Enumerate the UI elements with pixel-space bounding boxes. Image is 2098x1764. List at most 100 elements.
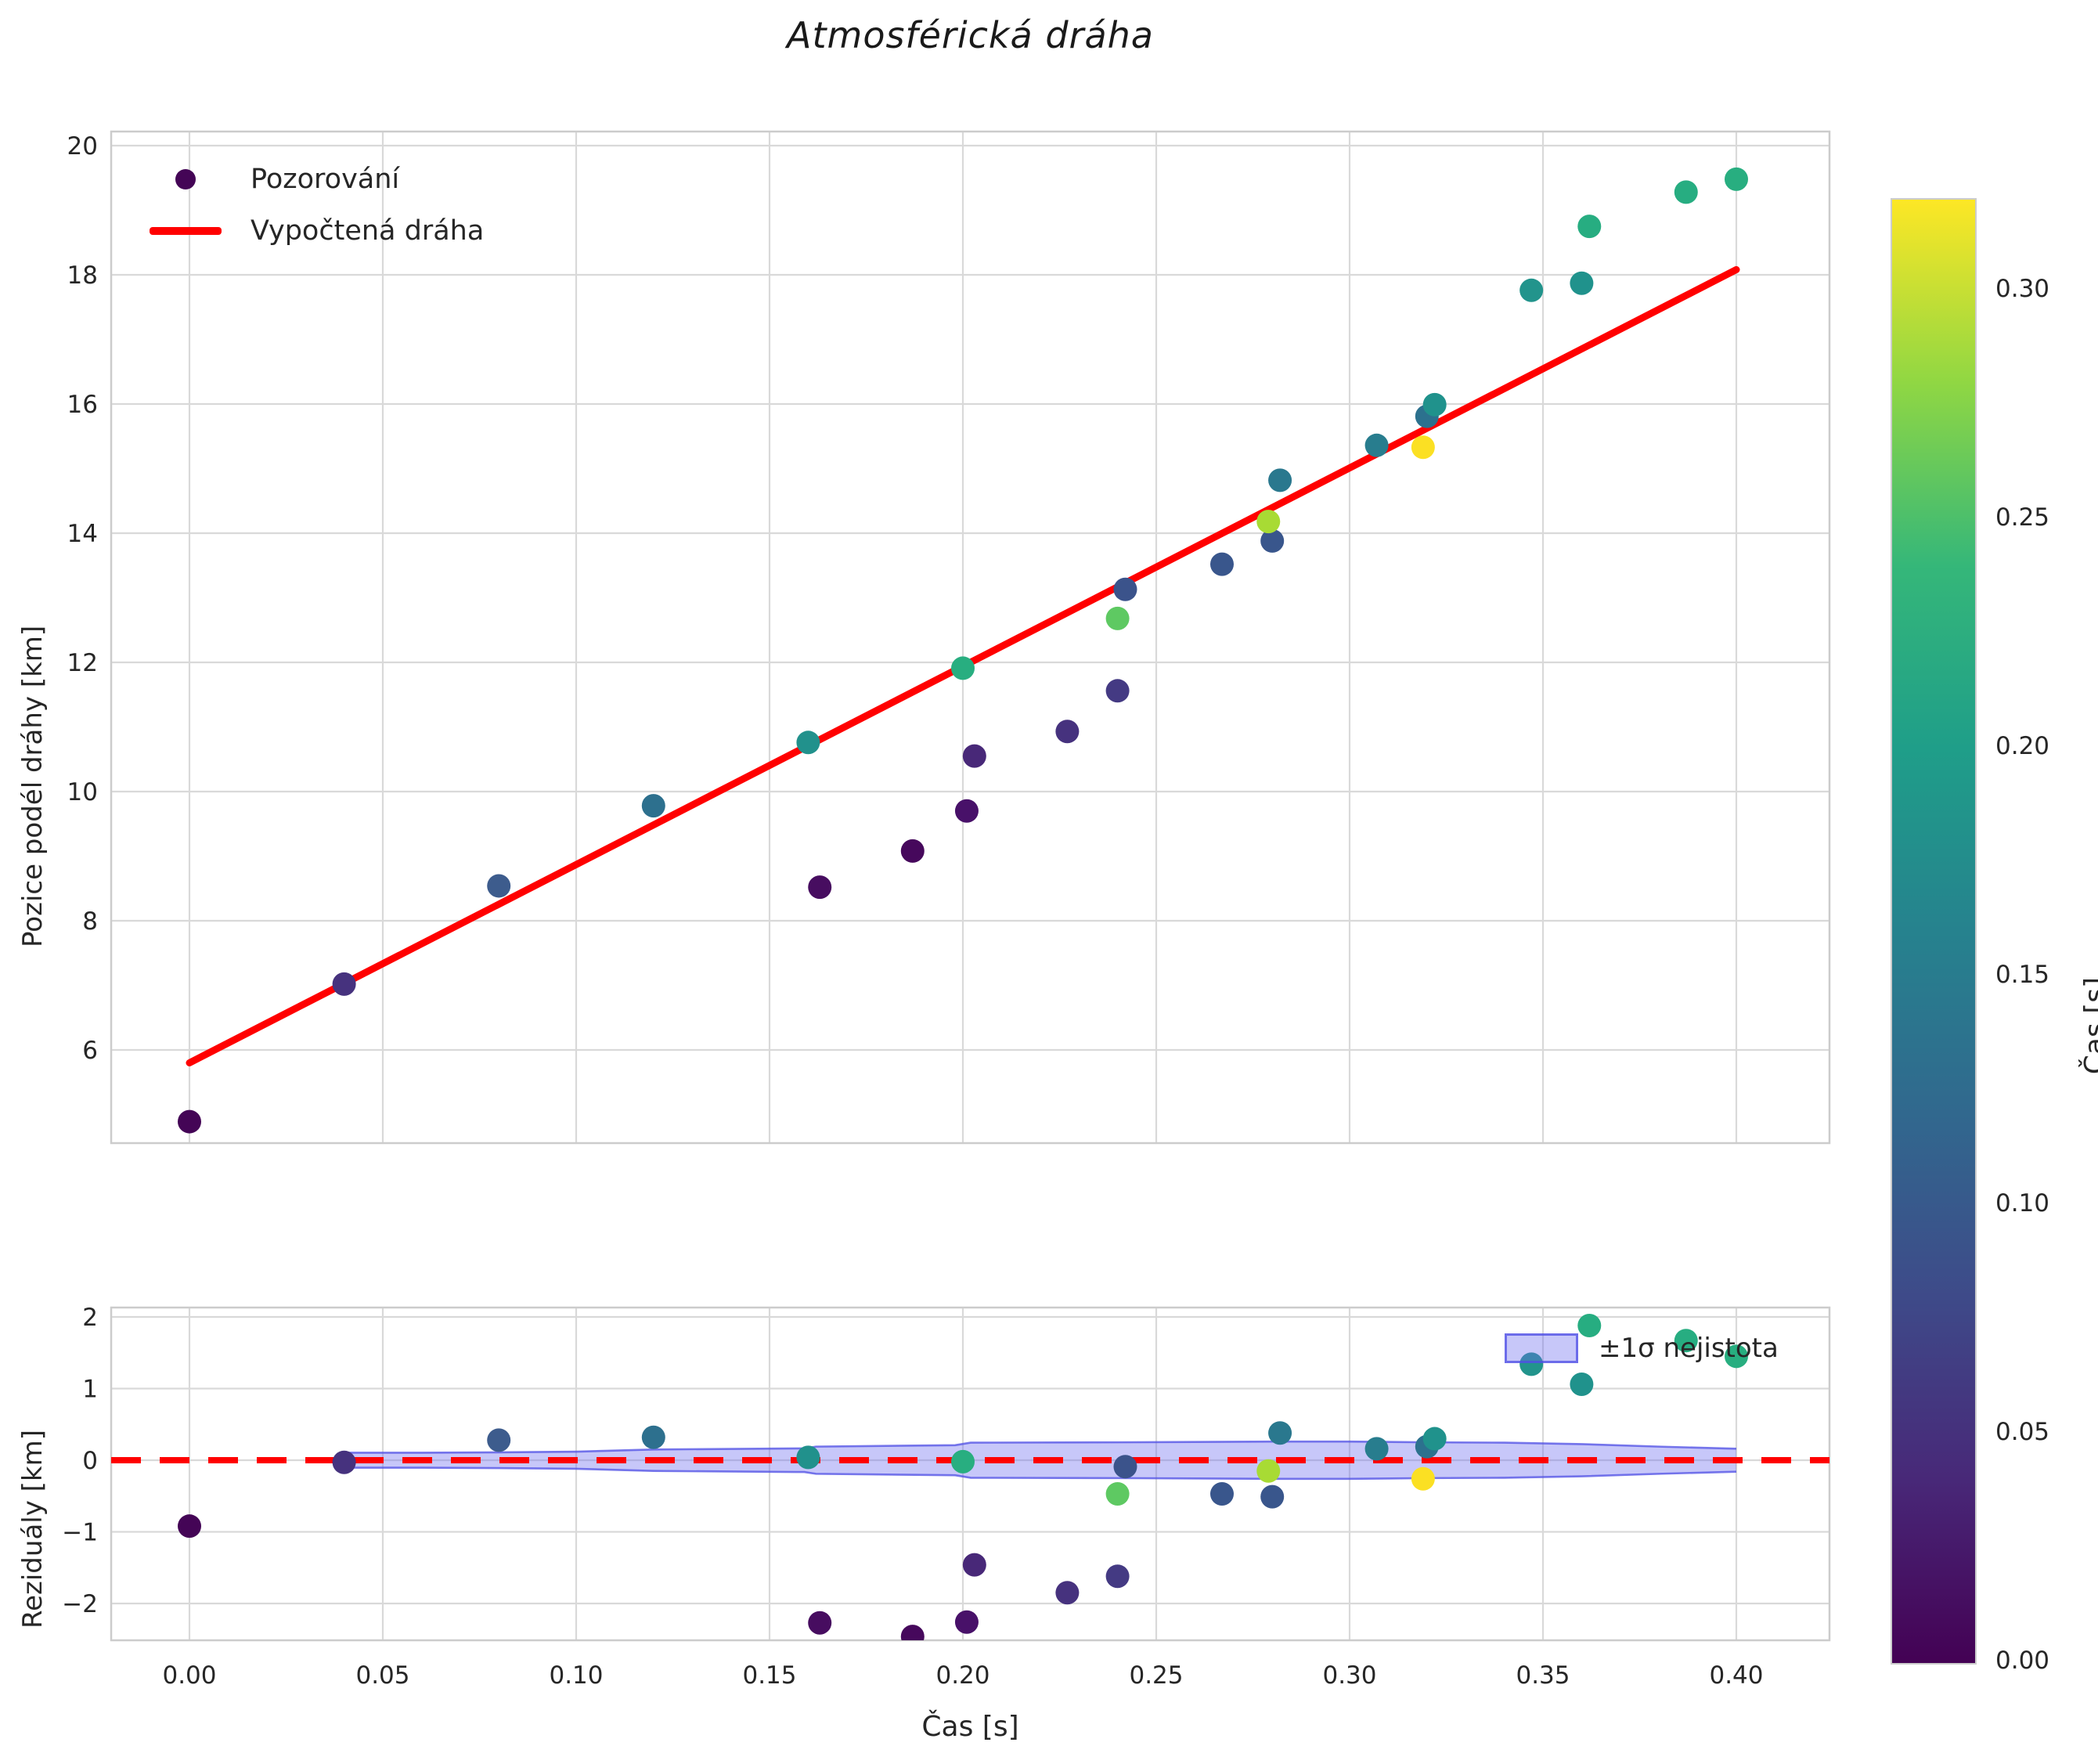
observation-point bbox=[1422, 392, 1447, 417]
observation-point bbox=[178, 1109, 201, 1134]
residual-point bbox=[1209, 1482, 1234, 1506]
legend-item-observations: Pozorování bbox=[135, 153, 484, 205]
residual-legend: ±1σ nejistota bbox=[1505, 1333, 1779, 1364]
residual-point bbox=[951, 1449, 975, 1474]
observation-point bbox=[796, 730, 820, 755]
residual-y-tick-label: 2 bbox=[82, 1304, 98, 1332]
observation-point bbox=[1570, 271, 1594, 295]
residual-point bbox=[1268, 1421, 1292, 1445]
axes-frame bbox=[110, 1306, 1831, 1642]
residual-point bbox=[900, 1625, 925, 1640]
x-tick-label: 0.40 bbox=[1709, 1661, 1763, 1690]
observation-point bbox=[1268, 468, 1292, 492]
uncertainty-band-label: ±1σ nejistota bbox=[1599, 1333, 1779, 1364]
main-y-tick-label: 16 bbox=[67, 391, 98, 419]
observation-point bbox=[1256, 510, 1281, 534]
uncertainty-band-top-edge bbox=[344, 1440, 1737, 1454]
fit-line-marker-icon bbox=[150, 227, 222, 235]
residual-point bbox=[1570, 1373, 1594, 1397]
legend-fit-label: Vypočtená dráha bbox=[251, 215, 485, 247]
observation-point bbox=[1519, 278, 1544, 302]
residual-point bbox=[332, 1450, 356, 1474]
colorbar-tick-label: 0.30 bbox=[1995, 274, 2050, 303]
residual-point bbox=[178, 1514, 201, 1539]
uncertainty-band-swatch-icon bbox=[1505, 1333, 1578, 1363]
residual-point bbox=[1674, 1329, 1698, 1353]
colorbar-label: Čas [s] bbox=[2079, 976, 2098, 1074]
main-y-tick-label: 6 bbox=[82, 1037, 98, 1065]
observation-point bbox=[1577, 215, 1602, 239]
residual-point bbox=[1725, 1344, 1748, 1369]
x-axis-label: Čas [s] bbox=[921, 1711, 1019, 1743]
main-legend: Pozorování Vypočtená dráha bbox=[135, 153, 484, 257]
residual-y-tick-label: 0 bbox=[82, 1447, 98, 1475]
residual-point bbox=[1105, 1564, 1130, 1589]
observation-point bbox=[1364, 433, 1389, 457]
residual-point bbox=[1260, 1484, 1285, 1509]
x-tick-label: 0.05 bbox=[355, 1661, 409, 1690]
chart-title: Atmosférická dráha bbox=[787, 14, 1154, 56]
colorbar-tick-label: 0.15 bbox=[1995, 960, 2050, 989]
observation-point bbox=[1105, 606, 1130, 630]
observation-point bbox=[951, 656, 975, 680]
main-y-tick-label: 18 bbox=[67, 262, 98, 290]
observation-point bbox=[1725, 167, 1748, 191]
x-tick-label: 0.25 bbox=[1129, 1661, 1183, 1690]
colorbar-tick-label: 0.05 bbox=[1995, 1417, 2050, 1446]
legend-item-fit-line: Vypočtená dráha bbox=[135, 205, 484, 257]
x-tick-label: 0.30 bbox=[1322, 1661, 1376, 1690]
observation-point bbox=[1055, 720, 1080, 744]
residual-point bbox=[796, 1445, 820, 1470]
observation-point bbox=[1105, 679, 1130, 703]
x-tick-label: 0.20 bbox=[935, 1661, 990, 1690]
legend-observations-label: Pozorování bbox=[251, 164, 400, 195]
residual-point bbox=[1364, 1437, 1389, 1461]
residual-point bbox=[487, 1428, 511, 1452]
main-y-tick-label: 14 bbox=[67, 520, 98, 548]
observation-marker-icon bbox=[175, 169, 196, 189]
main-y-tick-label: 10 bbox=[67, 778, 98, 806]
colorbar-tick-label: 0.00 bbox=[1995, 1647, 2050, 1675]
colorbar-tick-label: 0.10 bbox=[1995, 1189, 2050, 1217]
residual-point bbox=[1055, 1581, 1080, 1605]
residual-point bbox=[954, 1610, 979, 1634]
observation-point bbox=[900, 839, 925, 863]
residual-point bbox=[1422, 1427, 1447, 1451]
observation-point bbox=[487, 874, 511, 898]
residual-point bbox=[1411, 1466, 1435, 1491]
main-y-axis-label: Pozice podél dráhy [km] bbox=[17, 625, 49, 947]
residual-point bbox=[1577, 1313, 1602, 1337]
residual-y-tick-label: −1 bbox=[62, 1519, 98, 1547]
observation-point bbox=[1113, 577, 1137, 601]
observation-point bbox=[954, 799, 979, 823]
observation-point bbox=[1260, 528, 1285, 553]
x-tick-label: 0.35 bbox=[1516, 1661, 1570, 1690]
uncertainty-band-bottom-edge bbox=[344, 1466, 1737, 1481]
observation-point bbox=[1674, 180, 1698, 204]
residual-point bbox=[808, 1611, 832, 1635]
main-y-tick-label: 12 bbox=[67, 649, 98, 677]
colorbar bbox=[1891, 198, 1977, 1665]
residual-point bbox=[1256, 1459, 1281, 1483]
observation-point bbox=[641, 794, 665, 818]
residual-point bbox=[1105, 1482, 1130, 1506]
residual-y-tick-label: −2 bbox=[62, 1590, 98, 1618]
x-tick-label: 0.00 bbox=[162, 1661, 216, 1690]
residual-point bbox=[962, 1553, 986, 1577]
observation-point bbox=[1411, 435, 1435, 460]
residual-point bbox=[1519, 1352, 1544, 1376]
residual-y-tick-label: 1 bbox=[82, 1376, 98, 1404]
observation-point bbox=[332, 972, 356, 996]
colorbar-tick-label: 0.20 bbox=[1995, 731, 2050, 760]
observation-point bbox=[962, 744, 986, 768]
axes-frame bbox=[110, 130, 1831, 1145]
x-tick-label: 0.15 bbox=[742, 1661, 796, 1690]
main-y-tick-label: 20 bbox=[67, 132, 98, 161]
residual-point bbox=[1113, 1455, 1137, 1479]
x-tick-label: 0.10 bbox=[549, 1661, 603, 1690]
residual-point bbox=[641, 1425, 665, 1449]
residual-y-axis-label: Reziduály [km] bbox=[17, 1430, 49, 1629]
observation-point bbox=[808, 875, 832, 900]
main-y-tick-label: 8 bbox=[82, 907, 98, 936]
